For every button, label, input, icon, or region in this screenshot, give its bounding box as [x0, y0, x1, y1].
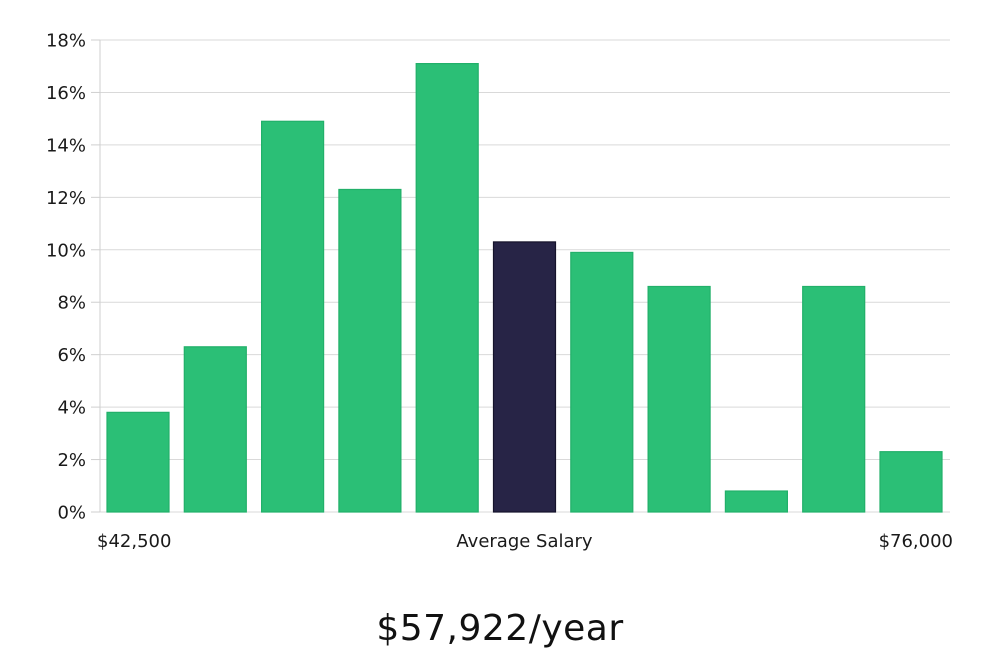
y-tick-label: 14%: [46, 135, 86, 156]
y-tick-label: 2%: [57, 450, 86, 471]
y-tick-label: 16%: [46, 83, 86, 104]
y-tick-label: 6%: [57, 345, 86, 366]
x-label-max: $76,000: [879, 531, 953, 552]
bar: [724, 490, 789, 513]
y-tick-label: 4%: [57, 398, 86, 419]
salary-histogram: 0% 2% 4% 6% 8% 10% 12% 14% 16% 18% $42,500 Averag…: [46, 31, 953, 553]
bar-average-salary: [492, 241, 557, 513]
bar: [106, 411, 170, 513]
bars: [106, 62, 943, 513]
bar: [879, 451, 943, 513]
x-label-average: Average Salary: [456, 531, 593, 552]
bar: [570, 251, 634, 513]
y-tick-label: 10%: [46, 240, 86, 261]
average-salary-caption: $57,922/year: [376, 608, 624, 649]
y-axis-ticks: 0% 2% 4% 6% 8% 10% 12% 14% 16% 18%: [46, 31, 100, 524]
y-tick-label: 0%: [57, 503, 86, 524]
bar: [802, 285, 866, 513]
bar: [261, 120, 325, 513]
bar: [338, 188, 402, 513]
x-label-min: $42,500: [97, 531, 171, 552]
bar: [415, 62, 479, 513]
y-tick-label: 8%: [57, 293, 86, 314]
y-tick-label: 12%: [46, 188, 86, 209]
y-tick-label: 18%: [46, 31, 86, 52]
bar: [183, 346, 247, 513]
bar: [647, 285, 711, 513]
